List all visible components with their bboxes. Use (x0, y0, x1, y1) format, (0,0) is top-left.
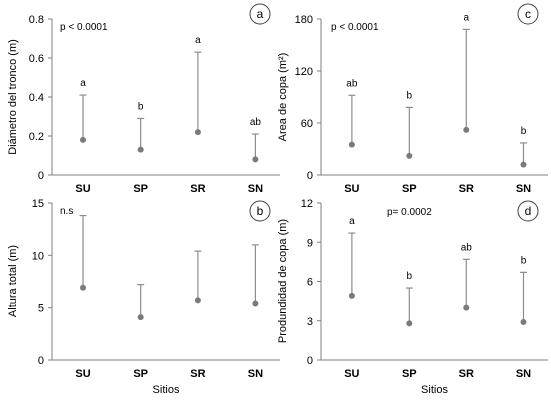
significance-letter: b (521, 126, 527, 137)
mean-point (348, 292, 355, 299)
mean-point (194, 129, 201, 136)
x-category-label: SN (248, 183, 263, 195)
mean-point (137, 146, 144, 153)
y-axis-label: Area de copa (m²) (277, 53, 289, 142)
x-category-label: SR (459, 368, 474, 380)
panel-label: a (257, 7, 264, 21)
y-tick-label: 0 (307, 355, 313, 367)
mean-point (406, 152, 413, 159)
significance-note: n.s (60, 206, 73, 217)
mean-point (137, 314, 144, 321)
x-category-label: SP (402, 368, 417, 380)
significance-letter: ab (461, 242, 473, 253)
x-category-label: SU (344, 183, 359, 195)
mean-point (252, 300, 259, 307)
panel-label: c (525, 7, 531, 21)
mean-point (80, 136, 87, 143)
mean-point (406, 320, 413, 327)
x-category-label: SP (133, 368, 148, 380)
y-tick-label: 5 (38, 303, 44, 315)
mean-point (80, 284, 87, 291)
significance-note: p= 0.0002 (387, 207, 432, 218)
y-tick-label: 0 (38, 170, 44, 182)
mean-point (463, 304, 470, 311)
y-tick-label: 9 (307, 237, 313, 249)
panel-label-circle (517, 3, 539, 25)
significance-letter: a (80, 78, 86, 89)
significance-note: p < 0.0001 (331, 22, 379, 33)
y-tick-label: 15 (32, 198, 44, 210)
y-tick-label: 0.6 (29, 53, 44, 65)
significance-letter: ab (346, 78, 358, 89)
mean-point (520, 161, 527, 168)
y-tick-label: 120 (295, 66, 313, 78)
significance-letter: a (463, 12, 469, 23)
mean-point (252, 156, 259, 163)
panel-label: d (525, 204, 532, 218)
y-tick-label: 10 (32, 250, 44, 262)
x-category-label: SP (402, 183, 417, 195)
y-tick-label: 0.8 (29, 14, 44, 26)
y-tick-label: 0.4 (29, 92, 44, 104)
x-category-label: SR (190, 368, 205, 380)
y-axis-label: Diámetro del tronco (m) (7, 39, 19, 155)
mean-point (463, 126, 470, 133)
x-category-label: SU (344, 368, 359, 380)
x-category-label: SN (516, 183, 531, 195)
x-axis-label: Sitios (421, 384, 448, 396)
mean-point (520, 319, 527, 326)
y-tick-label: 0.2 (29, 131, 44, 143)
x-category-label: SP (133, 183, 148, 195)
y-axis-label: Altura total (m) (7, 245, 19, 317)
panel-label-circle (249, 3, 271, 25)
y-tick-label: 12 (301, 198, 313, 210)
significance-letter: b (407, 271, 413, 282)
significance-letter: b (407, 90, 413, 101)
y-tick-label: 0 (307, 170, 313, 182)
mean-point (348, 141, 355, 148)
mean-point (194, 297, 201, 304)
y-tick-label: 60 (301, 118, 313, 130)
x-axis-label: Sitios (153, 384, 180, 396)
x-category-label: SN (248, 368, 263, 380)
significance-letter: b (138, 101, 144, 112)
y-tick-label: 180 (295, 14, 313, 26)
significance-letter: b (521, 255, 527, 266)
x-category-label: SU (75, 183, 90, 195)
x-category-label: SN (516, 368, 531, 380)
significance-note: p < 0.0001 (60, 22, 108, 33)
y-axis-label: Produndidad de copa (m) (277, 219, 289, 343)
panel-label-circle (249, 200, 271, 222)
significance-letter: a (349, 216, 355, 227)
panel-label: b (257, 204, 264, 218)
y-tick-label: 3 (307, 316, 313, 328)
panel-label-circle (517, 200, 539, 222)
x-category-label: SU (75, 368, 90, 380)
significance-letter: a (195, 35, 201, 46)
x-category-label: SR (190, 183, 205, 195)
y-tick-label: 6 (307, 277, 313, 289)
significance-letter: ab (250, 117, 262, 128)
x-category-label: SR (459, 183, 474, 195)
y-tick-label: 0 (38, 355, 44, 367)
